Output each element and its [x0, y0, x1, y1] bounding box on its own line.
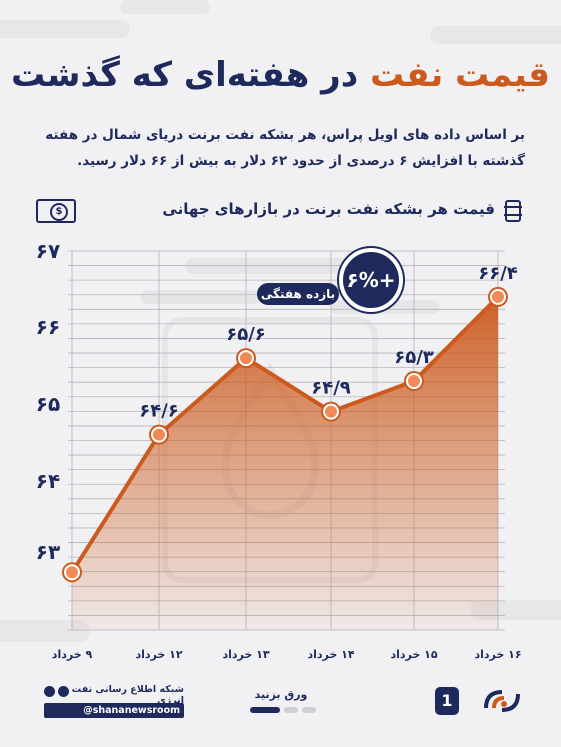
telegram-icon[interactable]: [44, 686, 55, 697]
swipe-hint: ورق بزنید: [254, 688, 308, 701]
handle-text: @shananewsroom: [83, 705, 180, 716]
intro-text: بر اساس داده های اویل پراس، هر بشکه نفت …: [25, 122, 525, 174]
title-highlight: قیمت نفت: [369, 55, 551, 95]
footer-network: شبکه اطلاع رسانی نفت و انرژی: [44, 684, 184, 706]
data-point: [236, 348, 256, 369]
barrel-icon: [504, 200, 522, 222]
title-rest: در هفته‌ای که گذشت: [11, 55, 359, 95]
data-label: ۶۵/۳: [394, 347, 434, 368]
shana-logo: [484, 690, 520, 712]
dollar-symbol: $: [50, 203, 68, 221]
weekly-return-label: بازده هفتگی: [257, 283, 339, 305]
weekly-return-badge: ۶%+: [339, 248, 403, 312]
x-axis-labels: ۹ خرداد ۱۲ خرداد ۱۳ خرداد ۱۴ خرداد ۱۵ خرداد ۱…: [52, 648, 522, 661]
series-area-fill: [72, 296, 498, 630]
y-tick-label: ۶۵: [36, 392, 60, 416]
data-point: [488, 286, 508, 307]
intro-line-2: گذشته با افزایش ۶ درصدی از حدود ۶۲ دلار …: [77, 153, 525, 169]
chart-subtitle: قیمت هر بشکه نفت برنت در بازارهای جهانی: [162, 200, 495, 218]
data-point: [62, 562, 82, 583]
chart-area: [70, 295, 500, 630]
series-line: [70, 295, 500, 574]
network-name: شبکه اطلاع رسانی نفت و انرژی: [62, 684, 184, 706]
y-tick-label: ۶۷: [36, 239, 60, 263]
data-label: ۶۵/۶: [226, 324, 266, 345]
pager-dot: [284, 707, 298, 713]
money-icon: $: [36, 199, 76, 223]
x-tick-label: ۹ خرداد: [52, 648, 93, 661]
social-icons: [44, 686, 94, 716]
data-label: ۶۶/۴: [478, 263, 518, 284]
social-handle[interactable]: @shananewsroom: [44, 703, 184, 718]
data-label: ۶۴/۶: [139, 401, 179, 422]
y-tick-label: ۶۳: [36, 540, 60, 564]
page-number: 1: [435, 687, 459, 715]
page-title: قیمت نفت در هفته‌ای که گذشت: [0, 55, 561, 95]
pager-dot: [302, 707, 316, 713]
chart-markers: [62, 286, 508, 583]
data-label: ۶۴/۹: [311, 378, 351, 399]
pager-dot-active: [250, 707, 280, 713]
data-point: [404, 371, 424, 392]
x-tick-label: ۱۲ خرداد: [135, 648, 182, 661]
y-tick-label: ۶۴: [36, 469, 60, 493]
data-labels: ۶۴/۶ ۶۵/۶ ۶۴/۹ ۶۵/۳ ۶۶/۴: [139, 263, 518, 422]
x-tick-label: ۱۴ خرداد: [307, 648, 354, 661]
data-point: [149, 424, 169, 445]
y-axis-labels: ۶۳ ۶۴ ۶۵ ۶۶ ۶۷: [36, 239, 60, 564]
intro-line-1: بر اساس داده های اویل پراس، هر بشکه نفت …: [45, 127, 525, 143]
data-point: [321, 401, 341, 422]
x-tick-label: ۱۳ خرداد: [222, 648, 269, 661]
chart-subheader: قیمت هر بشکه نفت برنت در بازارهای جهانی …: [36, 198, 522, 228]
x-tick-label: ۱۶ خرداد: [474, 648, 521, 661]
pager-dots: [250, 707, 316, 715]
message-icon[interactable]: [58, 686, 69, 697]
x-tick-label: ۱۵ خرداد: [390, 648, 437, 661]
y-tick-label: ۶۶: [36, 315, 60, 339]
